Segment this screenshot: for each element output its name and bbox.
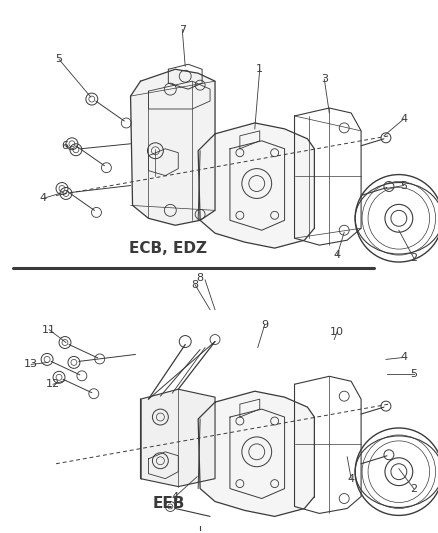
Text: 5: 5 [55, 54, 62, 64]
Text: 4: 4 [399, 352, 406, 362]
Text: 10: 10 [329, 327, 343, 336]
Text: 3: 3 [320, 74, 327, 84]
Text: 11: 11 [42, 325, 56, 335]
Text: 1: 1 [256, 64, 263, 74]
Text: ECB, EDZ: ECB, EDZ [129, 240, 207, 256]
Polygon shape [130, 69, 215, 225]
Text: 5: 5 [410, 369, 416, 379]
Text: 8: 8 [191, 280, 198, 290]
Polygon shape [198, 391, 314, 516]
Text: 8: 8 [196, 273, 203, 283]
Text: 4: 4 [399, 114, 406, 124]
Polygon shape [198, 123, 314, 248]
Text: 12: 12 [46, 379, 60, 389]
Text: 2: 2 [409, 253, 417, 263]
Text: 5: 5 [399, 181, 406, 190]
Text: 7: 7 [178, 25, 185, 35]
Text: 6: 6 [61, 141, 68, 151]
Text: 2: 2 [409, 483, 417, 494]
Text: 9: 9 [261, 320, 268, 329]
Text: 4: 4 [171, 491, 178, 502]
Text: 4: 4 [39, 193, 46, 204]
Text: 4: 4 [333, 250, 340, 260]
Text: 13: 13 [24, 359, 38, 369]
Text: 4: 4 [347, 474, 354, 483]
Polygon shape [140, 389, 215, 487]
Text: EEB: EEB [152, 496, 184, 511]
